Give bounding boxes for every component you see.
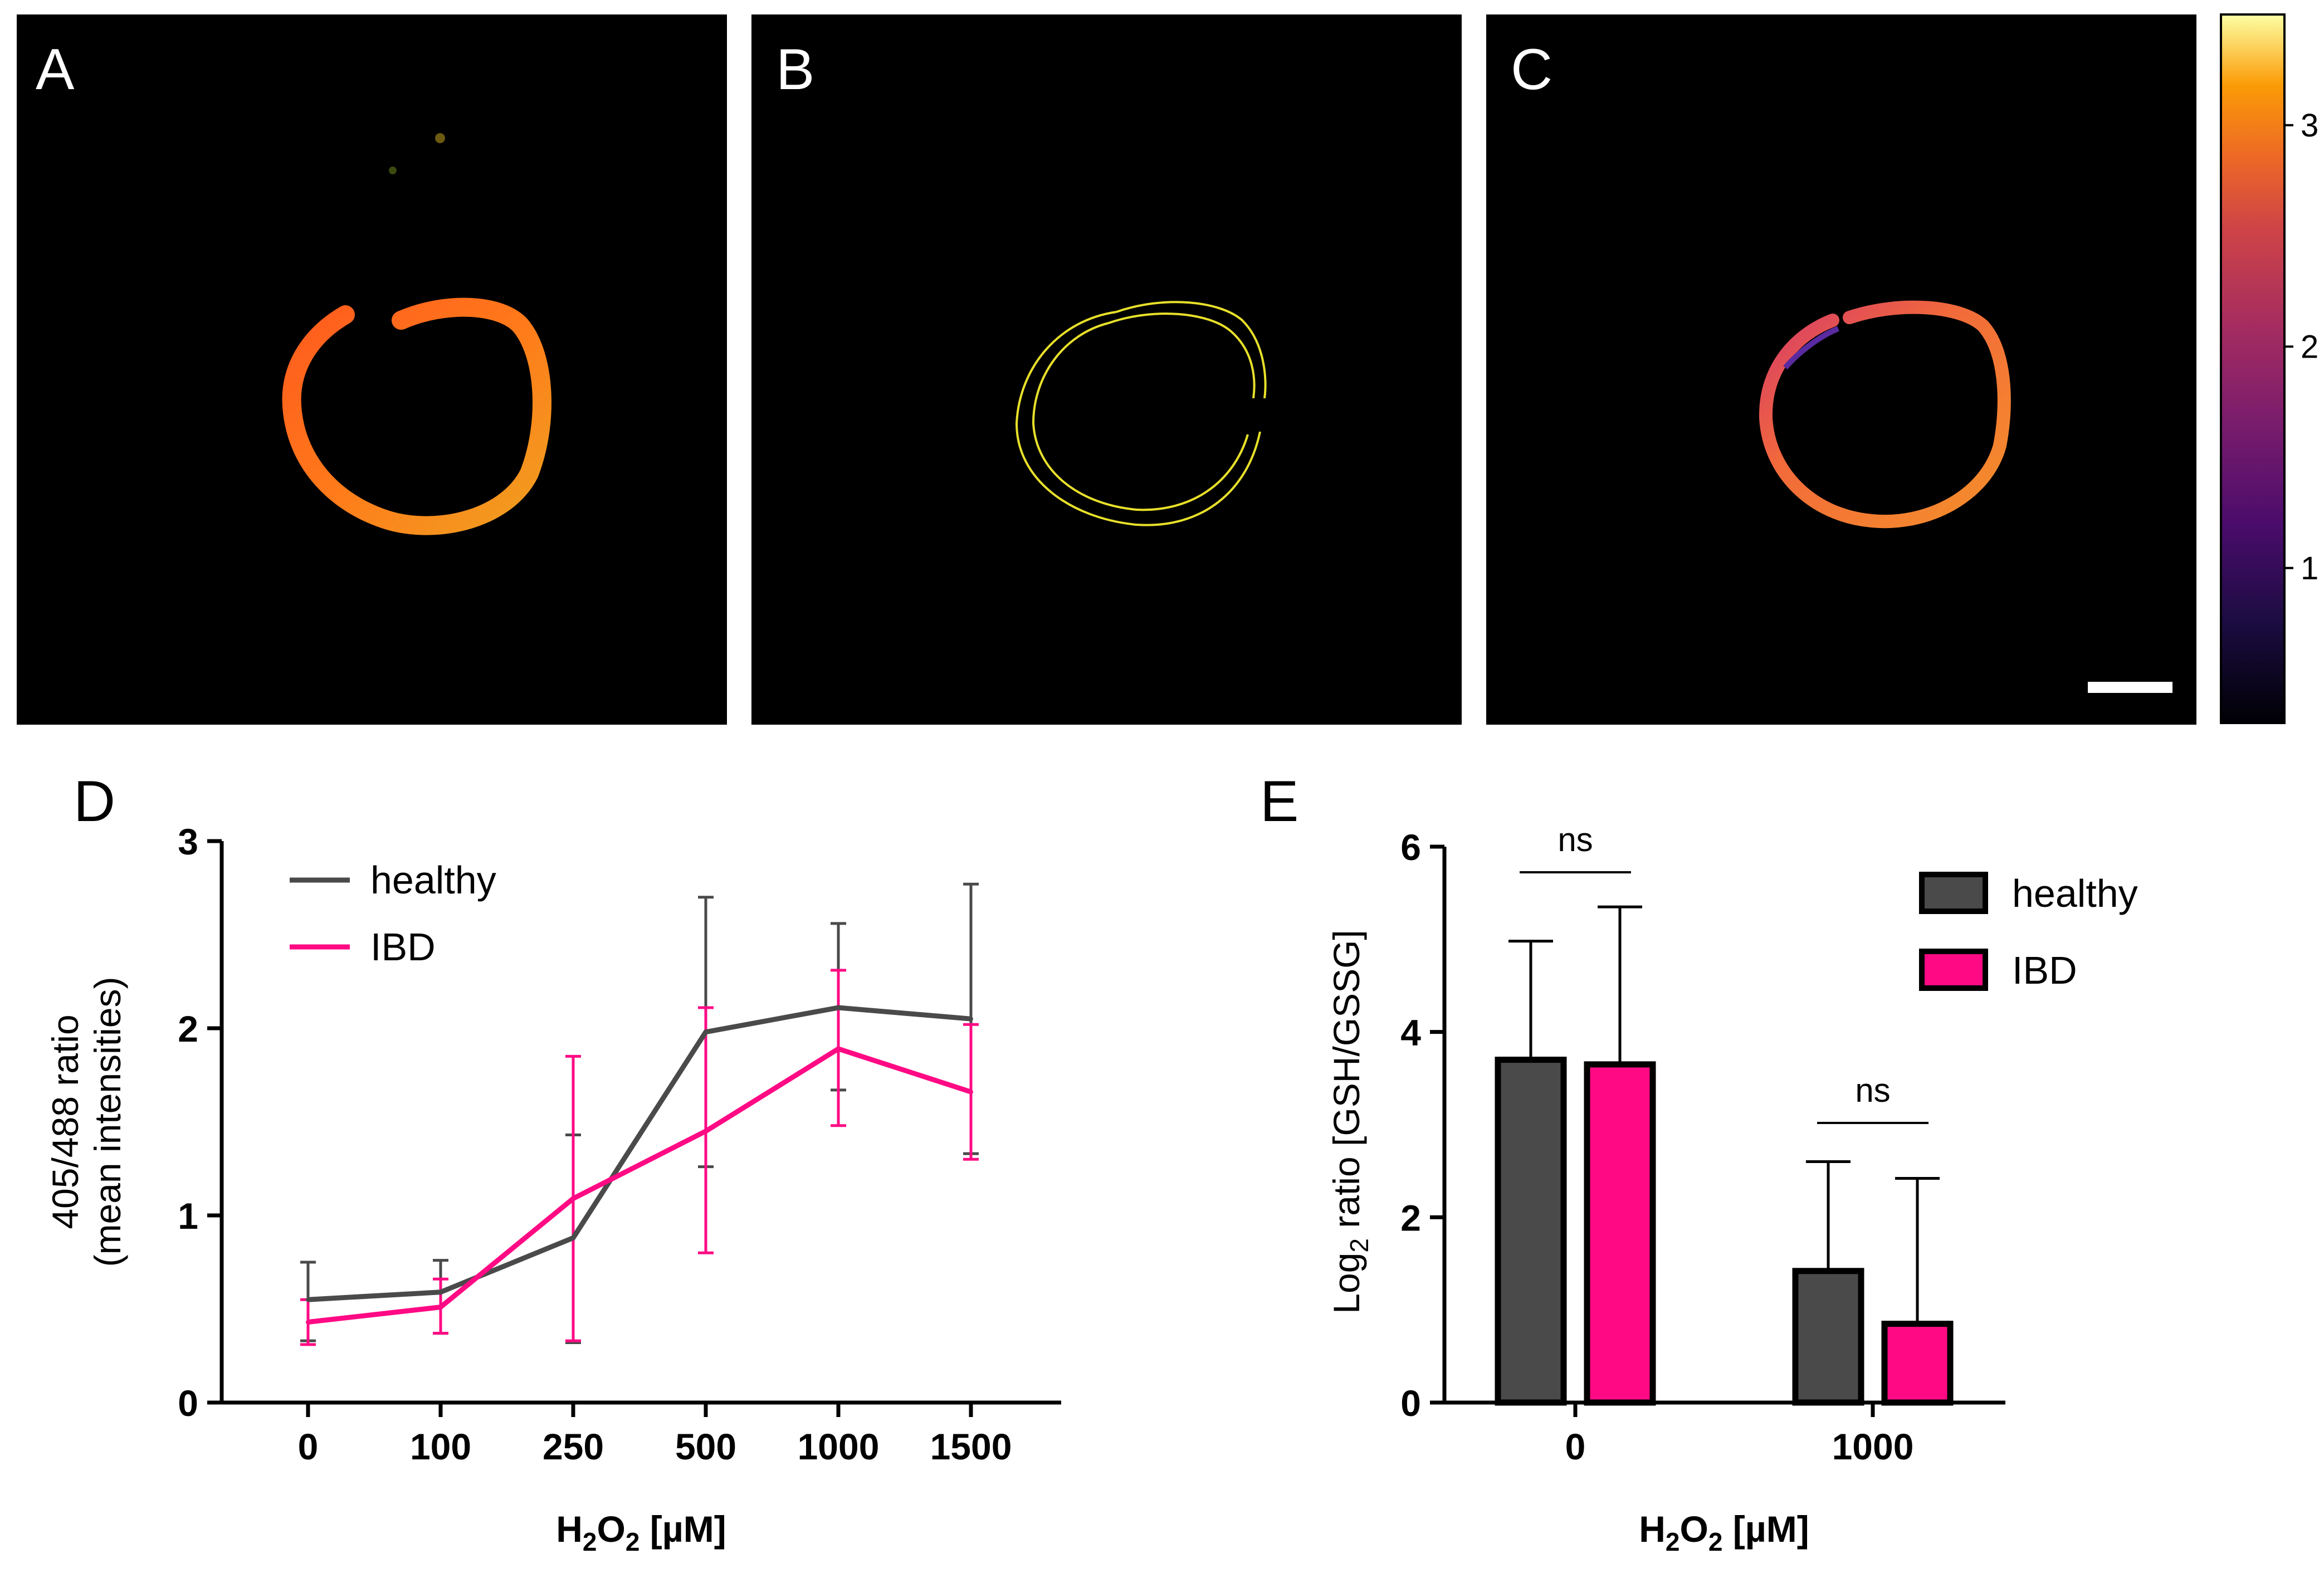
panel-a: A (17, 14, 727, 725)
legend-label: IBD (2012, 949, 2077, 992)
y-axis-title-line: 405/488 ratio (45, 1014, 86, 1229)
x-tick-label: 1000 (798, 1426, 880, 1467)
x-axis-title-subscript: 2 (1666, 1527, 1680, 1556)
panel-label-a: A (36, 37, 75, 102)
segmentation-outline (1032, 322, 1249, 511)
data-point (571, 1196, 575, 1201)
panel-b-image (751, 14, 1462, 725)
x-tick-label: 500 (675, 1426, 736, 1467)
x-axis-title-part: O (597, 1508, 626, 1550)
colorbar-tick-label: 1 (2301, 550, 2318, 587)
y-tick-label: 0 (178, 1383, 198, 1424)
colorbar-tick-label: 2 (2301, 329, 2318, 365)
x-axis-title-part: O (1680, 1508, 1708, 1550)
x-tick-label: 0 (1565, 1426, 1586, 1467)
legend-label: IBD (370, 925, 436, 969)
segmentation-outline (1015, 311, 1261, 526)
series-line-healthy (307, 1005, 971, 1302)
legend-swatch (1919, 949, 1988, 991)
segmentation-outline (1116, 301, 1267, 399)
data-point (704, 1129, 708, 1134)
legend-label: healthy (370, 858, 496, 902)
y-tick-label: 3 (178, 821, 198, 862)
y-tick-label: 1 (178, 1195, 198, 1237)
y-axis-title: 405/488 ratio(mean intensities) (45, 977, 128, 1267)
panel-c-image (1486, 14, 2196, 725)
segmentation-outline (1108, 312, 1256, 399)
bar-healthy (1495, 1057, 1567, 1406)
x-axis-title: H2O2 [µM] (1639, 1508, 1809, 1556)
ratio-ring (1759, 300, 2011, 529)
series-line-ibd (307, 1046, 972, 1325)
panel-label-d: D (74, 769, 115, 834)
x-axis-title-unit: [µM] (1722, 1508, 1809, 1550)
y-axis-title-part: ratio [GSH/GSSG] (1326, 930, 1367, 1238)
data-point (571, 1235, 575, 1240)
y-tick-label: 6 (1400, 827, 1421, 868)
data-point (969, 1090, 973, 1095)
data-point (438, 1305, 443, 1310)
significance-label: ns (1855, 1072, 1890, 1109)
panel-label-c: C (1511, 37, 1552, 102)
x-axis-title-unit: [µM] (639, 1508, 726, 1550)
x-tick-label: 250 (543, 1426, 604, 1467)
bar-healthy (1792, 1268, 1864, 1406)
x-tick-label: 1500 (930, 1426, 1012, 1467)
panel-a-image (17, 14, 727, 725)
x-tick-label: 1000 (1832, 1426, 1914, 1467)
data-point (438, 1289, 443, 1294)
x-axis-title: H2O2 [µM] (556, 1508, 726, 1556)
y-axis-title: Log2 ratio [GSH/GSSG] (1326, 930, 1374, 1314)
y-tick-label: 0 (1400, 1383, 1421, 1424)
x-axis-title-part: H (1639, 1508, 1666, 1550)
speck (435, 133, 445, 143)
x-axis-title-subscript: 2 (626, 1527, 640, 1556)
x-axis-title-subscript: 2 (1708, 1527, 1723, 1556)
x-axis-title-part: H (556, 1508, 583, 1550)
panel-label-b: B (776, 37, 814, 102)
data-point (969, 1017, 973, 1022)
y-axis-title-line: (mean intensities) (87, 977, 128, 1267)
bar-ibd (1584, 1061, 1656, 1406)
bar-ibd (1881, 1321, 1954, 1406)
y-tick-label: 2 (178, 1008, 198, 1049)
data-point (306, 1297, 310, 1302)
organoid-ring (282, 297, 551, 535)
colorbar-tick-label: 3 (2301, 108, 2318, 144)
ratio-ring-low (1783, 326, 1839, 370)
data-point (836, 1046, 841, 1051)
scale-bar (2088, 682, 2172, 693)
legend-label: healthy (2012, 872, 2138, 915)
panel-c: C (1486, 14, 2196, 725)
data-point (704, 1029, 708, 1034)
y-axis-title-part: Log (1326, 1253, 1367, 1314)
x-tick-label: 0 (298, 1426, 319, 1467)
significance-label: ns (1558, 821, 1593, 858)
y-tick-label: 4 (1400, 1012, 1421, 1053)
data-point (836, 1005, 841, 1010)
speck (389, 167, 397, 174)
y-axis-title-subscript: 2 (1345, 1238, 1374, 1253)
colorbar: 1 2 3 (2220, 13, 2318, 724)
legend-swatch (1919, 872, 1988, 914)
panel-label-e: E (1260, 769, 1298, 834)
y-tick-label: 2 (1400, 1197, 1421, 1238)
x-axis-title-subscript: 2 (583, 1527, 597, 1556)
panel-b: B (751, 14, 1462, 725)
data-point (306, 1320, 310, 1325)
colorbar-gradient (2220, 13, 2286, 724)
x-tick-label: 100 (410, 1426, 471, 1467)
